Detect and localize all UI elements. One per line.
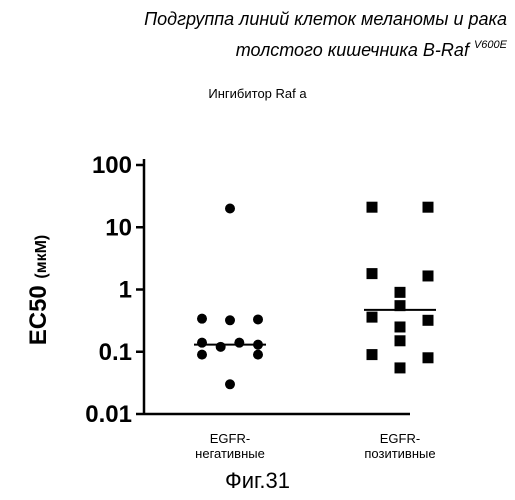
data-point-circle [225,315,235,325]
data-point-circle [216,342,226,352]
x-category-label-line1: EGFR- [210,431,250,446]
data-point-square [395,321,406,332]
data-point-circle [197,338,207,348]
data-point-circle [234,338,244,348]
data-point-circle [197,350,207,360]
y-axis-title-main: EC50 [25,279,52,346]
y-tick-label: 10 [105,214,132,241]
data-point-circle [253,350,263,360]
figure-label: Фиг.31 [0,468,515,494]
data-point-square [395,335,406,346]
data-point-square [367,349,378,360]
data-point-square [395,362,406,373]
data-point-square [367,268,378,279]
y-tick-label: 1 [119,277,132,304]
data-point-circle [253,314,263,324]
y-tick-label: 100 [92,152,132,179]
x-category-label-line2: позитивные [364,446,435,461]
data-point-square [423,352,434,363]
data-point-square [423,315,434,326]
data-point-circle [225,379,235,389]
x-category-label-line2: негативные [195,446,265,461]
data-point-circle [225,204,235,214]
data-point-square [423,270,434,281]
x-category-label-line1: EGFR- [380,431,420,446]
y-axis-title: EC50 (мкМ) [25,235,52,346]
data-point-square [395,287,406,298]
y-axis-title-unit: (мкМ) [33,235,50,279]
data-point-square [423,202,434,213]
data-point-square [367,312,378,323]
data-point-circle [197,314,207,324]
y-tick-label: 0.1 [99,339,132,366]
y-tick-label: 0.01 [85,401,132,428]
data-point-square [367,202,378,213]
